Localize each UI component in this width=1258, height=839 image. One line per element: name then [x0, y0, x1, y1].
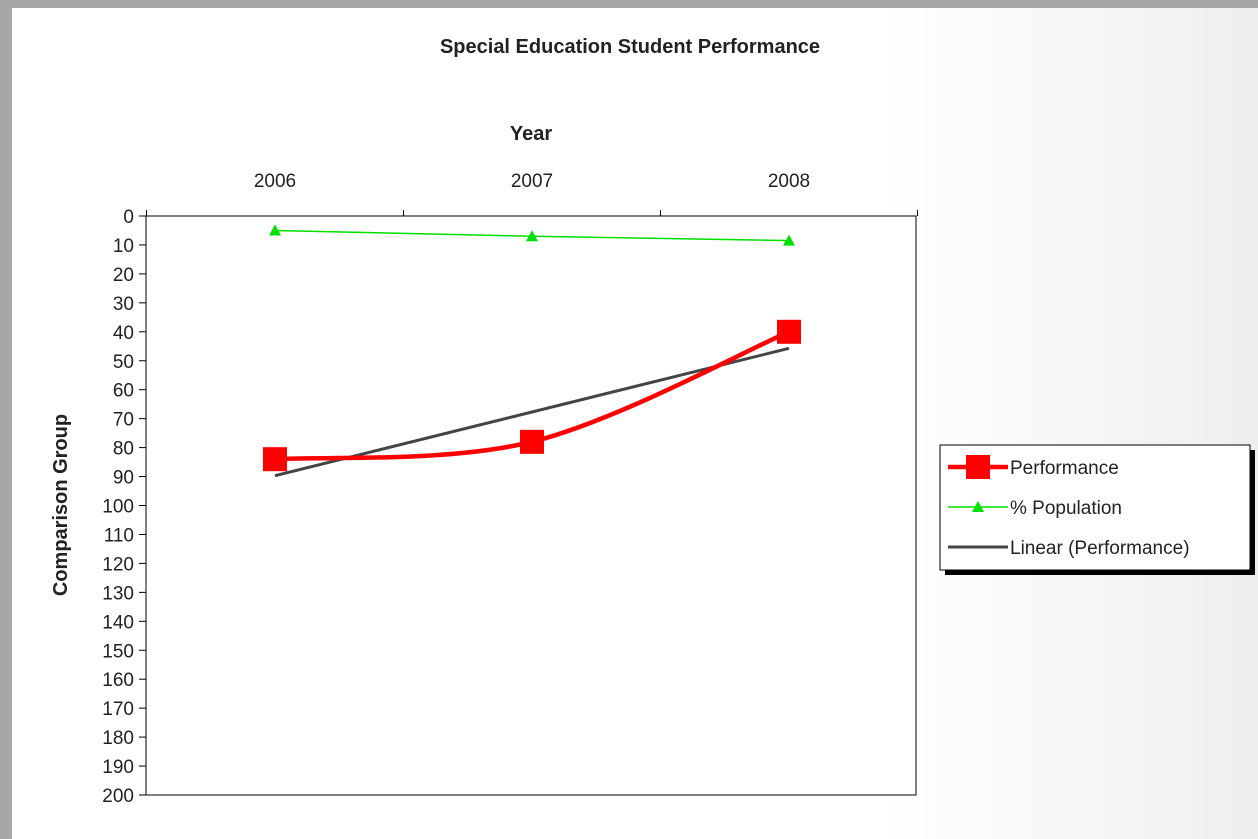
x-axis-title: Year [510, 123, 552, 145]
legend: Performance % Population Linear (Performan… [939, 444, 1255, 575]
y-tick-label: 170 [102, 699, 134, 720]
trendline-performance [274, 346, 790, 478]
legend-marker-performance [966, 455, 990, 479]
point-population [526, 230, 538, 242]
legend-marker-population [972, 501, 984, 512]
point-population [269, 224, 281, 236]
y-axis: 0 10 20 30 40 50 60 70 80 90 100 110 120 130 140 150 160… [102, 207, 146, 807]
y-tick-label: 10 [113, 236, 134, 257]
y-tick-label: 100 [102, 497, 134, 518]
y-tick-label: 150 [102, 641, 134, 662]
x-tick-label: 2008 [768, 171, 810, 192]
point-performance [520, 429, 544, 454]
y-tick-label: 190 [102, 757, 134, 778]
x-tick-label: 2007 [511, 171, 553, 192]
y-tick-label: 160 [102, 670, 134, 691]
y-tick-label: 30 [113, 294, 134, 315]
chart-title: Special Education Student Performance [440, 36, 820, 58]
plot-area [145, 215, 917, 796]
y-tick-label: 60 [113, 381, 134, 402]
point-performance [263, 447, 287, 472]
legend-label: Linear (Performance) [1010, 538, 1190, 559]
point-population [783, 234, 795, 246]
y-axis-title: Comparison Group [50, 414, 72, 596]
point-performance [777, 319, 801, 344]
y-tick-label: 0 [123, 207, 134, 228]
y-tick-label: 70 [113, 410, 134, 431]
y-tick-label: 180 [102, 728, 134, 749]
series-group [263, 224, 801, 478]
y-tick-label: 40 [113, 323, 134, 344]
y-tick-label: 80 [113, 439, 134, 460]
y-tick-label: 120 [102, 554, 134, 575]
legend-label: Performance [1010, 458, 1119, 479]
x-tick-label: 2006 [254, 171, 296, 192]
x-axis: 2006 2007 2008 [146, 171, 918, 216]
y-tick-label: 110 [104, 525, 134, 546]
legend-label: % Population [1010, 498, 1122, 519]
y-tick-label: 20 [113, 265, 134, 286]
y-tick-label: 130 [102, 583, 134, 604]
y-tick-label: 140 [102, 612, 134, 633]
y-tick-label: 200 [102, 786, 134, 807]
y-tick-label: 50 [113, 352, 134, 373]
y-tick-label: 90 [113, 468, 134, 489]
